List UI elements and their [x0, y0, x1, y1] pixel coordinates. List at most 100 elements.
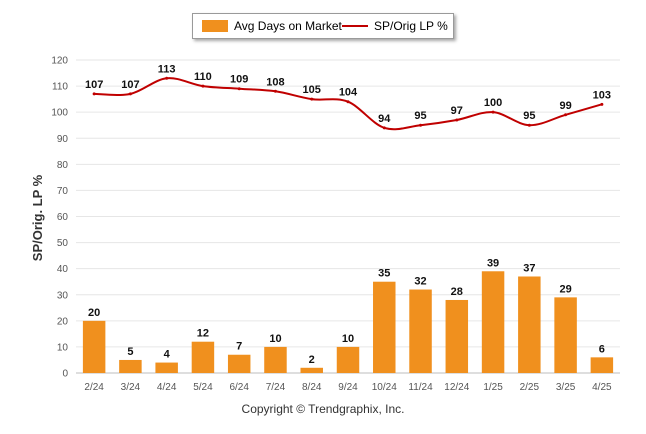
line-point — [310, 97, 314, 101]
bar-series: 20 5 4 12 7 10 2 10 35 32 28 39 37 29 6 — [82, 257, 614, 373]
x-tick-label: 7/24 — [266, 382, 286, 393]
x-tick-label: 11/24 — [408, 382, 433, 393]
line-point — [128, 92, 132, 96]
line-value-label: 107 — [85, 79, 103, 91]
line-value-label: 104 — [339, 87, 358, 99]
y-tick-label: 70 — [57, 186, 69, 197]
x-tick-label: 2/25 — [520, 382, 540, 393]
y-tick-label: 110 — [52, 82, 68, 93]
line-value-label: 103 — [593, 89, 611, 101]
bar — [373, 281, 396, 373]
line-value-label: 105 — [303, 84, 321, 96]
bar-value-label: 39 — [487, 257, 499, 269]
bar-value-label: 2 — [309, 354, 315, 366]
x-tick-label: 5/24 — [193, 382, 213, 393]
line-value-label: 94 — [378, 113, 391, 125]
x-tick-label: 3/25 — [556, 382, 576, 393]
line-point — [92, 92, 96, 96]
line-value-label: 95 — [523, 110, 535, 122]
y-tick-label: 60 — [57, 212, 69, 223]
x-tick-label: 9/24 — [338, 382, 358, 393]
bar — [481, 271, 505, 373]
bar — [590, 357, 614, 373]
grid-lines — [76, 59, 620, 374]
line-point — [201, 84, 205, 88]
bar-value-label: 5 — [127, 346, 133, 358]
bar-value-label: 20 — [88, 307, 100, 319]
y-tick-label: 120 — [51, 56, 68, 67]
x-tick-label: 6/24 — [229, 382, 249, 393]
bar-value-label: 35 — [378, 268, 390, 280]
x-tick-label: 10/24 — [372, 382, 397, 393]
x-tick-label: 3/24 — [121, 382, 141, 393]
x-tick-label: 12/24 — [444, 382, 469, 393]
legend-item-line: SP/Orig LP % — [342, 14, 448, 38]
line-point — [527, 123, 531, 127]
line-point — [419, 123, 423, 127]
line-value-label: 95 — [414, 110, 426, 122]
line-point — [346, 100, 350, 104]
x-tick-label: 2/24 — [84, 382, 104, 393]
y-tick-label: 10 — [57, 342, 69, 353]
legend-swatch-bar — [202, 20, 228, 32]
line-value-label: 107 — [121, 79, 139, 91]
line-value-label: 113 — [158, 63, 176, 75]
line-series: 107 107 113 110 109 108 105 104 94 95 97 100 95 99 103 — [85, 63, 611, 131]
legend-label-bar: Avg Days on Market — [234, 19, 342, 33]
bar — [264, 346, 287, 373]
line-point — [382, 126, 386, 130]
bar — [518, 276, 541, 373]
line-value-label: 100 — [484, 97, 502, 109]
line-point — [491, 110, 495, 114]
x-tick-label: 4/24 — [157, 382, 177, 393]
bar — [336, 346, 360, 373]
y-tick-label: 100 — [51, 108, 68, 119]
line-point — [600, 102, 604, 106]
y-axis-title: SP/Orig. LP % — [30, 174, 45, 261]
x-axis: 2/24 3/24 4/24 5/24 6/24 7/24 8/24 9/24 10/24 11/… — [84, 382, 612, 393]
bar-value-label: 12 — [197, 328, 209, 340]
bar — [554, 297, 577, 373]
bar — [300, 367, 323, 373]
line-point — [237, 87, 241, 91]
bar — [409, 289, 432, 373]
bar-value-label: 32 — [414, 276, 426, 288]
y-tick-label: 20 — [57, 316, 69, 327]
line-value-label: 109 — [230, 74, 248, 86]
bar — [82, 320, 106, 373]
line-point — [165, 76, 169, 80]
legend-item-bar: Avg Days on Market — [202, 14, 342, 38]
bar-value-label: 7 — [236, 341, 242, 353]
x-tick-label: 8/24 — [302, 382, 322, 393]
y-tick-label: 90 — [57, 134, 69, 145]
bar — [227, 354, 251, 373]
bar-value-label: 29 — [559, 283, 571, 295]
bar — [445, 299, 469, 373]
line-value-label: 108 — [266, 76, 284, 88]
line-value-label: 97 — [451, 105, 463, 117]
x-tick-label: 1/25 — [483, 382, 503, 393]
bar — [191, 341, 215, 373]
line-point — [273, 89, 277, 93]
y-tick-label: 30 — [57, 290, 69, 301]
x-tick-label: 4/25 — [592, 382, 612, 393]
line-point — [564, 113, 568, 117]
bar — [155, 362, 178, 373]
line-value-label: 99 — [559, 100, 571, 112]
bar-value-label: 6 — [599, 343, 605, 355]
y-axis: 0 10 20 30 40 50 60 70 80 90 100 110 120 — [51, 56, 68, 380]
legend-swatch-line — [342, 25, 368, 27]
y-tick-label: 0 — [62, 369, 68, 380]
legend: Avg Days on Market SP/Orig LP % — [192, 13, 454, 39]
legend-label-line: SP/Orig LP % — [374, 19, 448, 33]
bar-value-label: 10 — [269, 333, 281, 345]
line-point — [455, 118, 459, 122]
y-tick-label: 80 — [57, 160, 69, 171]
line-value-label: 110 — [194, 71, 212, 83]
bar-value-label: 4 — [164, 349, 171, 361]
bar-value-label: 37 — [523, 262, 535, 274]
bar-value-label: 28 — [451, 286, 463, 298]
y-tick-label: 40 — [57, 264, 69, 275]
bar-value-label: 10 — [342, 333, 354, 345]
